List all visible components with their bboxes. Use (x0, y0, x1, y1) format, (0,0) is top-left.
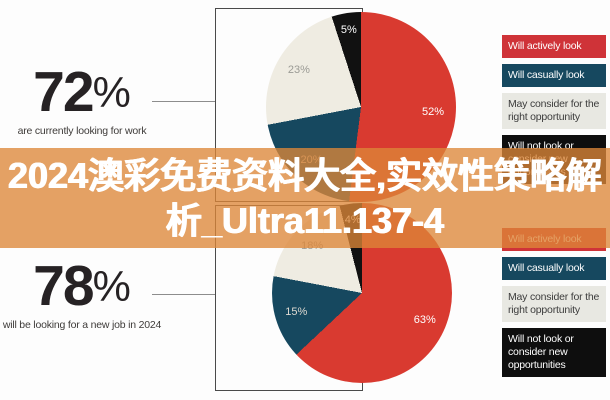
stat-currently-looking: 72% are currently looking for work (0, 60, 182, 138)
banner-text-line2: 析_Ultra11.137-4 (165, 200, 445, 241)
legend-item-will-not-look: Will not look or consider new opportunit… (502, 328, 606, 377)
connector-line-top (152, 101, 215, 102)
connector-line-bottom (152, 294, 215, 295)
stat-looking-2024: 78% will be looking for a new job in 202… (0, 254, 182, 332)
legend-item-will-actively-look: Will actively look (502, 35, 606, 58)
stat-caption-72: are currently looking for work (17, 125, 147, 137)
banner-text-line1: 2024澳彩免费资料大全,实效性策略解 (7, 155, 603, 196)
overlay-banner: 2024澳彩免费资料大全,实效性策略解 析_Ultra11.137-4 (0, 148, 610, 248)
legend-bottom: Will actively look Will casually look Ma… (502, 228, 606, 377)
stat-caption-78: will be looking for a new job in 2024 (2, 319, 162, 331)
legend-item-will-casually-look: Will casually look (502, 64, 606, 87)
legend-item-may-consider: May consider for the right opportunity (502, 93, 606, 129)
stat-value-78: 78% (33, 254, 131, 318)
pie-slice-label: 63% (413, 314, 436, 327)
percent-sign: % (92, 263, 131, 311)
legend-item-will-casually-look: Will casually look (502, 257, 606, 280)
pie-slice-label: 52% (422, 105, 445, 118)
pie-slice-label: 5% (340, 24, 357, 37)
stat-value-72: 72% (33, 60, 131, 124)
legend-item-may-consider: May consider for the right opportunity (502, 286, 606, 322)
pie-slice-label: 23% (287, 64, 310, 77)
percent-sign: % (92, 69, 131, 117)
pie-slice-label: 15% (285, 306, 308, 319)
